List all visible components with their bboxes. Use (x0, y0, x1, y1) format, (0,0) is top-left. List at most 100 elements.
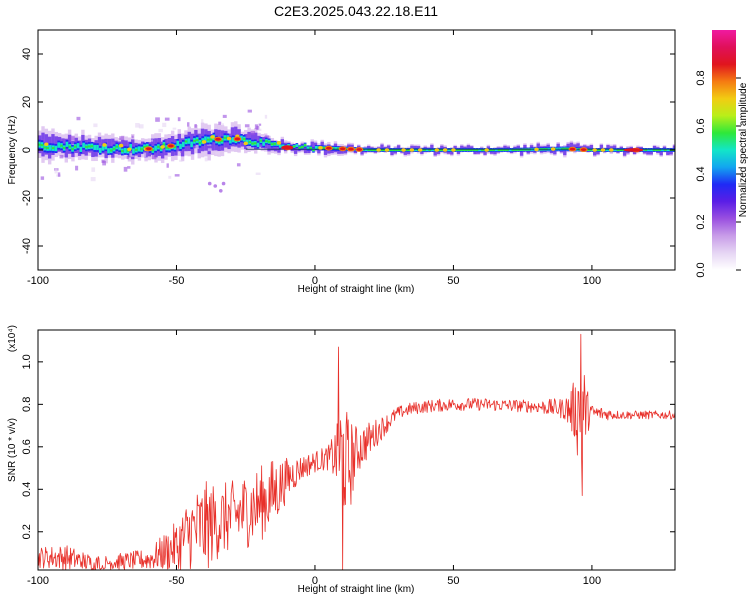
spectrogram-peak-cell (243, 141, 248, 146)
colorbar-gradient (712, 30, 736, 270)
spectrogram-noise-cell (221, 181, 226, 186)
spectrogram-noise-cell (166, 163, 169, 168)
spectrogram-noise-cell (201, 119, 204, 124)
spectrogram-noise-cell (59, 154, 64, 159)
spectrogram-noise-cell (255, 172, 261, 175)
spectrogram-core-cell (123, 147, 127, 154)
spectrogram-core-cell (650, 148, 653, 152)
spectrogram-mid-cell (303, 146, 308, 154)
spectrogram-peak-cell (418, 148, 423, 152)
spectrogram-core-cell (273, 142, 277, 145)
spectrogram-core-cell (381, 149, 385, 151)
spectrogram-core-cell (132, 148, 135, 154)
spectrogram-core-cell (472, 149, 476, 151)
spectrogram-core-cell (176, 140, 180, 146)
spectrogram-core-cell (661, 148, 664, 152)
spectrogram-core-cell (295, 144, 299, 147)
colorbar-tick-label: 0.6 (695, 118, 707, 133)
spectrogram-mid-cell (473, 150, 477, 155)
spectrogram-mid-cell (483, 150, 487, 155)
snr-y-ticks: 0.2 0.4 0.6 0.8 1.0 (21, 354, 675, 539)
spectrogram-x-tick-label: 0 (312, 275, 318, 287)
spectrogram-core-cell (597, 149, 601, 151)
spectrogram-noise-cell (174, 174, 180, 177)
spectrogram-noise-cell (111, 142, 115, 147)
spectrogram-core-cell (182, 141, 185, 148)
spectrogram-core-cell (74, 145, 77, 148)
spectrogram-noise-cell (264, 114, 268, 119)
spectrogram-noise-cell (143, 152, 147, 157)
spectrogram-noise-cell (126, 155, 130, 160)
spectrogram-noise-cell (138, 124, 144, 129)
spectrogram-core-cell (165, 146, 168, 149)
spectrogram-noise-cell (76, 116, 81, 121)
spectrogram-core-cell (278, 144, 282, 148)
spectrogram-core-cell (312, 149, 315, 152)
spectrogram-noise-cell (93, 123, 98, 128)
spectrogram-core-cell (298, 146, 301, 149)
spectrogram-peak-cell (276, 141, 282, 145)
spectrogram-mid-cell (553, 149, 557, 155)
spectrogram-noise-cell (207, 181, 212, 186)
spectrogram-mid-cell (390, 150, 394, 156)
spectrogram-core-cell (478, 148, 481, 152)
spectrogram-core-cell (49, 145, 52, 151)
spectrogram-peak-cell (384, 148, 390, 152)
spectrogram-noise-cell (164, 117, 170, 121)
spectrogram-core-cell (242, 138, 246, 141)
spectrogram-core-cell (190, 141, 193, 148)
spectrogram-core-cell (143, 145, 146, 148)
spectrogram-noise-cell (172, 127, 177, 130)
snr-x-ticks: -100 -50 0 50 100 (27, 330, 601, 587)
spectrogram-core-cell (309, 147, 313, 150)
spectrogram-noise-cell (151, 154, 157, 160)
spectrogram-hotspot (623, 148, 644, 152)
snr-plot-area (38, 330, 675, 570)
spectrogram-mid-cell (596, 150, 600, 155)
spectrogram-core-cell (431, 148, 434, 152)
spectrogram-core-cell (98, 147, 102, 153)
spectrogram-core-cell (458, 149, 462, 151)
spectrogram-panel: -100 -50 0 50 100 40 20 0 -20 -40 Height of stra… (7, 29, 676, 295)
spectrogram-mid-cell (360, 149, 364, 155)
spectrogram-core-cell (314, 146, 318, 150)
spectrogram-core-cell (265, 140, 268, 143)
spectrogram-mid-cell (380, 144, 384, 151)
spectrogram-y-tick-label: 20 (21, 96, 33, 108)
snr-y-tick-label: 0.4 (21, 482, 33, 497)
spectrogram-core-cell (60, 144, 63, 147)
spectrogram-core-cell (259, 139, 263, 142)
spectrogram-x-label: Height of straight line (km) (298, 284, 415, 295)
spectrogram-core-cell (154, 145, 157, 151)
spectrogram-core-cell (206, 138, 210, 141)
spectrogram-core-cell (398, 149, 401, 151)
spectrogram-mid-cell (606, 145, 610, 150)
spectrogram-noise-cell (207, 148, 212, 152)
spectrogram-noise-cell (221, 123, 224, 127)
spectrogram-core-cell (517, 148, 520, 151)
spectrogram-core-cell (157, 145, 160, 148)
spectrogram-peak-cell (434, 148, 440, 152)
spectrogram-peak-cell (102, 143, 107, 147)
spectrogram-hotspot (348, 147, 354, 151)
spectrogram-core-cell (306, 146, 310, 150)
spectrogram-core-cell (231, 137, 235, 143)
spectrogram-peak-cell (484, 148, 489, 152)
spectrogram-noise-cell (57, 172, 61, 177)
spectrogram-core-cell (503, 149, 506, 151)
spectrogram-core-cell (104, 144, 108, 150)
spectrogram-hotspot (145, 147, 152, 151)
spectrogram-noise-cell (247, 133, 250, 139)
spectrogram-core-cell (159, 147, 163, 150)
spectrogram-core-cell (262, 141, 265, 146)
spectrogram-core-cell (229, 138, 232, 144)
snr-y-label: SNR (10 * v/v) (7, 418, 18, 482)
colorbar: 0.0 0.2 0.4 0.6 0.8 Normalized spectral ampl… (695, 30, 749, 278)
spectrogram-core-cell (162, 143, 166, 146)
spectrogram-noise-cell (222, 114, 227, 118)
spectrogram-noise-cell (204, 157, 208, 162)
spectrogram-y-label: Frequency (Hz) (7, 116, 18, 185)
spectrogram-mid-cell (396, 145, 401, 150)
snr-x-tick-label: -100 (27, 575, 49, 587)
spectrogram-noise-cell (131, 135, 134, 139)
